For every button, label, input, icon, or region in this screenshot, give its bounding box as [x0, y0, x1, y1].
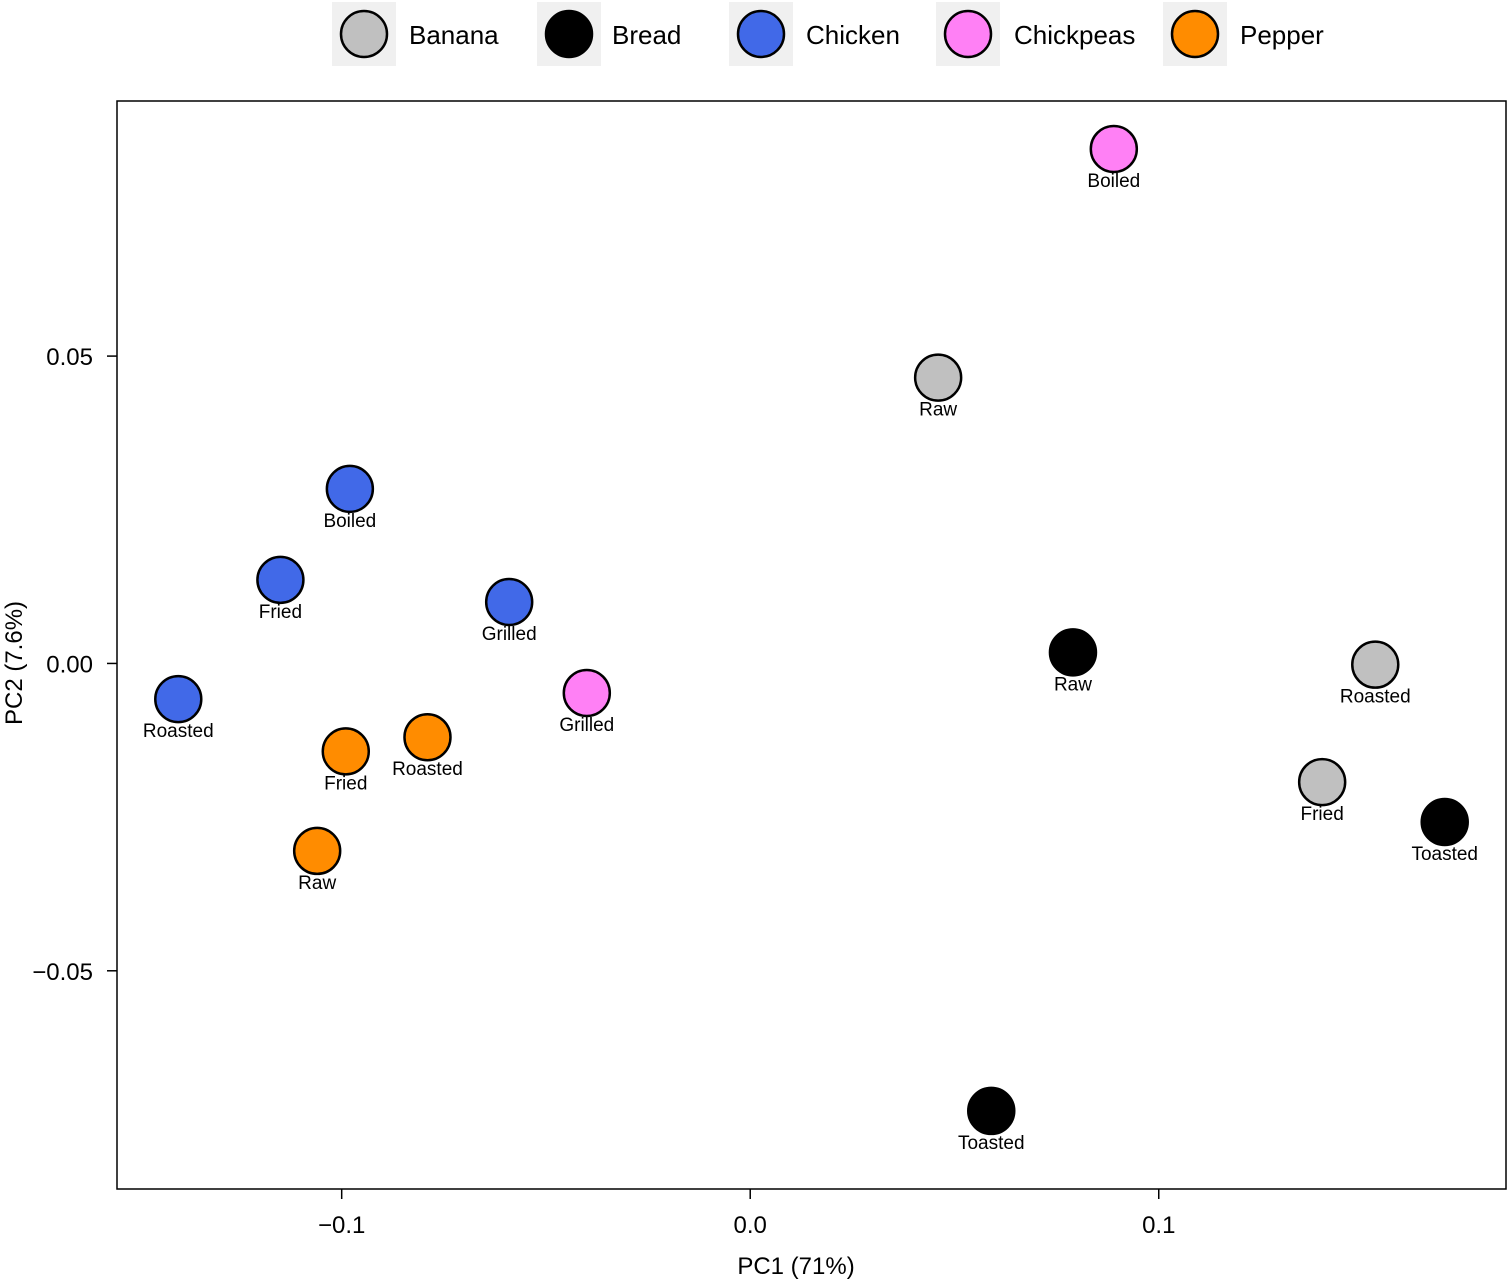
chicken-grilled-point [484, 577, 534, 627]
x-axis-title: PC1 (71%) [737, 1253, 854, 1280]
x-tick-label: 0.0 [734, 1212, 767, 1239]
legend-label-pepper: Pepper [1240, 20, 1324, 50]
pepper-point-label: Fried [324, 773, 367, 794]
banana-roasted-point [1351, 640, 1400, 689]
chickpeas-point-label: Grilled [559, 715, 614, 736]
legend-label-chickpeas: Chickpeas [1014, 20, 1135, 50]
x-tick-label: 0.1 [1142, 1212, 1175, 1239]
bread-toasted-point [967, 1086, 1016, 1136]
legend-label-bread: Bread [612, 20, 681, 50]
y-tick-label: 0.00 [46, 651, 93, 678]
legend-marker-banana [339, 9, 389, 59]
pepper-point-label: Roasted [392, 759, 463, 780]
bread-point-label: Raw [1054, 674, 1092, 695]
legend-label-chicken: Chicken [806, 20, 900, 50]
y-axis-title: PC2 (7.6%) [1, 601, 28, 725]
chickpeas-point-label: Boiled [1087, 171, 1140, 192]
pepper-point-label: Raw [298, 873, 336, 894]
pepper-raw-point [292, 826, 342, 876]
legend-label-banana: Banana [409, 20, 499, 50]
pepper-roasted-point [403, 712, 452, 762]
pepper-fried-point [321, 727, 371, 776]
banana-point-label: Raw [919, 400, 957, 421]
legend-marker-chicken [736, 9, 786, 59]
chicken-roasted-point [154, 674, 203, 724]
bread-toasted-point [1420, 797, 1469, 847]
chicken-point-label: Fried [259, 602, 302, 623]
chicken-boiled-point [325, 464, 375, 514]
x-tick-label: −0.1 [318, 1212, 365, 1239]
legend-marker-pepper [1170, 9, 1220, 59]
banana-point-label: Roasted [1340, 687, 1411, 708]
chickpeas-grilled-point [562, 668, 612, 718]
data-points: Raw Roasted Fried Raw Toasted Toasted Boiled Fr… [143, 124, 1478, 1154]
legend-marker-bread [544, 9, 594, 59]
bread-point-label: Toasted [1411, 844, 1478, 865]
chicken-point-label: Grilled [482, 624, 537, 645]
plot-frame [116, 100, 1507, 1190]
chicken-fried-point [256, 555, 305, 605]
banana-fried-point [1297, 757, 1347, 807]
chickpeas-boiled-point [1089, 124, 1139, 174]
bread-raw-point [1048, 628, 1098, 677]
axes: −0.1 0.0 0.1 −0.05 0.00 0.05 [32, 344, 1175, 1239]
bread-point-label: Toasted [958, 1133, 1025, 1154]
chicken-point-label: Boiled [323, 511, 376, 532]
banana-raw-point [913, 353, 963, 402]
legend: Banana Bread Chicken Chickpeas Pepper [332, 2, 1324, 66]
y-tick-label: 0.05 [46, 344, 93, 371]
chicken-point-label: Roasted [143, 721, 214, 742]
banana-point-label: Fried [1301, 804, 1344, 825]
legend-marker-chickpeas [943, 9, 993, 59]
y-tick-label: −0.05 [32, 959, 93, 986]
